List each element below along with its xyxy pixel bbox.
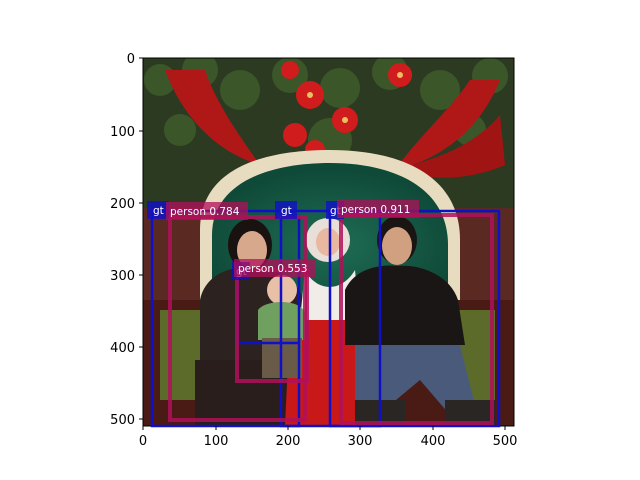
y-tick-label: 0 <box>127 52 135 67</box>
photo <box>143 58 514 426</box>
svg-text:gt: gt <box>330 205 341 217</box>
y-axis <box>139 57 143 420</box>
y-tick-label: 200 <box>110 197 135 212</box>
x-tick-label: 300 <box>348 434 373 449</box>
detection-label: person 0.784 <box>166 202 248 220</box>
x-tick-label: 200 <box>276 434 301 449</box>
x-axis <box>142 426 506 430</box>
x-tick-label: 100 <box>204 434 229 449</box>
x-tick-label: 400 <box>421 434 446 449</box>
svg-text:person 0.784: person 0.784 <box>170 206 240 218</box>
gt-label: gt <box>275 201 297 219</box>
detection-label: person 0.911 <box>337 200 419 218</box>
gt-box <box>150 209 501 428</box>
svg-text:person 0.553: person 0.553 <box>238 263 307 275</box>
svg-text:gt: gt <box>153 205 164 217</box>
svg-text:person 0.911: person 0.911 <box>341 204 410 216</box>
y-tick-label: 500 <box>110 413 135 428</box>
gt-label: gt <box>147 201 169 219</box>
y-tick-labels: 0 100 200 300 400 500 <box>110 52 135 428</box>
svg-text:gt: gt <box>281 205 292 217</box>
y-tick-label: 300 <box>110 269 135 284</box>
y-tick-label: 100 <box>110 125 135 140</box>
x-tick-labels: 0 100 200 300 400 500 <box>139 434 518 449</box>
y-tick-label: 400 <box>110 341 135 356</box>
x-tick-label: 0 <box>139 434 147 449</box>
detection-label: person 0.553 <box>234 259 316 277</box>
x-tick-label: 500 <box>493 434 518 449</box>
